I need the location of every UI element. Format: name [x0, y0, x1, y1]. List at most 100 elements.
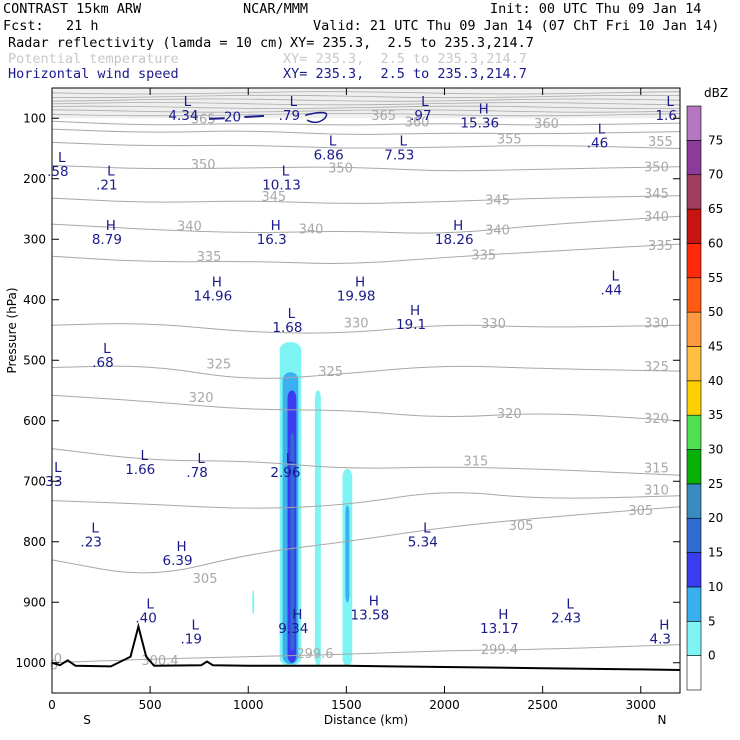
wind-extremum: L4.34 — [168, 94, 198, 124]
colorbar-label: 10 — [708, 580, 723, 594]
wind-extremum-value: 7.53 — [384, 147, 414, 163]
theta-contour — [51, 128, 681, 135]
wind-extremum-kind: L — [286, 451, 294, 467]
wind-extremum: H9.34 — [278, 607, 308, 637]
theta-label: 330 — [481, 317, 506, 332]
theta-contour — [51, 94, 681, 99]
theta-label: 350 — [328, 162, 353, 177]
wind-extremum: L.68 — [92, 341, 113, 371]
theta-label: 335 — [471, 249, 496, 264]
wind-extremum-kind: L — [598, 121, 606, 137]
colorbar-swatch — [686, 414, 702, 450]
theta-contour — [51, 365, 681, 379]
wind-extremum-value: .19 — [181, 631, 202, 647]
wind-extremum-kind: L — [91, 521, 99, 537]
wind-extremum-kind: H — [659, 617, 669, 633]
theta-label: 305 — [509, 519, 534, 534]
wind-extremum: L5.34 — [408, 521, 438, 551]
wind-extremum: H15.36 — [460, 101, 499, 131]
wind-extremum-kind: L — [54, 460, 62, 476]
wind-extremum: L.21 — [96, 164, 117, 194]
theta-label: 340 — [644, 210, 669, 225]
wind-extremum: H4.3 — [650, 617, 671, 647]
reflectivity-cell — [252, 590, 255, 615]
wind-extremum: L.44 — [600, 268, 621, 298]
field3-name: Horizontal wind speed — [8, 66, 179, 82]
wind-extremum-value: 13.58 — [351, 607, 390, 623]
theta-label: 345 — [485, 194, 510, 209]
theta-label: 345 — [261, 190, 286, 205]
y-axis-label: Pressure (hPa) — [5, 287, 19, 373]
wind-extremum-value: .21 — [96, 178, 117, 194]
wind-extremum: L.58 — [47, 150, 68, 180]
colorbar-label: 75 — [708, 133, 723, 147]
theta-contour — [51, 644, 681, 664]
theta-label: 305 — [193, 572, 218, 587]
colorbar-swatch — [686, 620, 702, 656]
theta-label: 330 — [644, 316, 669, 331]
x-tick-label: 1500 — [331, 698, 362, 712]
wind-contour — [304, 111, 328, 124]
colorbar-swatch — [686, 346, 702, 382]
wind-extremum-value: 16.3 — [257, 232, 287, 248]
model-title: CONTRAST 15km ARW — [3, 1, 142, 17]
theta-contour — [51, 164, 681, 172]
wind-extremum-value: 6.39 — [162, 553, 192, 569]
theta-contour — [51, 506, 681, 574]
theta-contour-layer: 365 365 360 360 355 355 350 350 350 345 345 345 340 3… — [50, 88, 681, 673]
y-tick-label: 700 — [23, 474, 46, 488]
north-label: N — [658, 713, 667, 727]
theta-contour — [51, 109, 681, 113]
wind-extremum-kind: L — [107, 164, 115, 180]
theta-label: 335 — [197, 250, 222, 265]
theta-label: 360 — [534, 117, 559, 132]
wind-extremum-kind: H — [106, 218, 116, 234]
reflectivity-cell — [345, 505, 350, 603]
field1-name: Radar reflectivity (lamda = 10 cm) — [8, 35, 285, 51]
wind-extremum: H8.79 — [92, 218, 122, 248]
wind-extremum-kind: L — [197, 451, 205, 467]
org-label: NCAR/MMM — [243, 1, 309, 17]
wind-extremum-value: .23 — [80, 535, 101, 551]
field3-xy: XY= 235.3, 2.5 to 235.3,214.7 — [283, 66, 527, 82]
wind-extremum-kind: H — [479, 101, 489, 117]
colorbar-label: 5 — [708, 614, 716, 628]
theta-label: 0 — [50, 658, 58, 673]
colorbar-label: 15 — [708, 546, 723, 560]
wind-extremum-value: 9.34 — [278, 621, 308, 637]
wind-extremum: L.46 — [587, 121, 608, 151]
wind-contour — [208, 114, 265, 120]
wind-extremum-kind: H — [176, 539, 186, 555]
x-tick-label: 1000 — [233, 698, 264, 712]
theta-contour — [51, 105, 681, 110]
wind-extremum-kind: L — [611, 268, 619, 284]
reflectivity-layer — [252, 342, 353, 666]
wind-extremum-kind: L — [191, 617, 199, 633]
theta-contour — [51, 394, 681, 422]
reflectivity-cell — [314, 390, 321, 666]
wind-extremum-value: 6.86 — [314, 147, 344, 163]
theta-label: 335 — [648, 239, 673, 254]
theta-label: 0 — [54, 652, 62, 667]
colorbar-label: 20 — [708, 511, 723, 525]
wind-extremum-value: .97 — [410, 108, 431, 124]
x-tick-label: 2000 — [429, 698, 460, 712]
theta-contour — [51, 195, 681, 204]
theta-contour — [51, 492, 681, 509]
colorbar-swatch — [686, 105, 702, 141]
wind-extremum-value: 1.68 — [272, 320, 302, 336]
theta-label: 320 — [644, 412, 669, 427]
y-tick-label: 300 — [23, 232, 46, 246]
wind-extremum-kind: L — [58, 150, 66, 166]
y-tick-label: 100 — [23, 111, 46, 125]
fcst-label: Fcst: — [3, 18, 44, 34]
wind-extremum-value: .58 — [47, 164, 68, 180]
wind-extremum: L10.13 — [262, 164, 301, 194]
wind-extremum-value: 13.17 — [480, 621, 519, 637]
theta-label: 350 — [644, 160, 669, 175]
wind-extremum: H6.39 — [162, 539, 192, 569]
wind-extremum-kind: L — [423, 521, 431, 537]
wind-extremum-value: 5.34 — [408, 535, 438, 551]
colorbar-label: 65 — [708, 202, 723, 216]
theta-label: 325 — [318, 365, 343, 380]
